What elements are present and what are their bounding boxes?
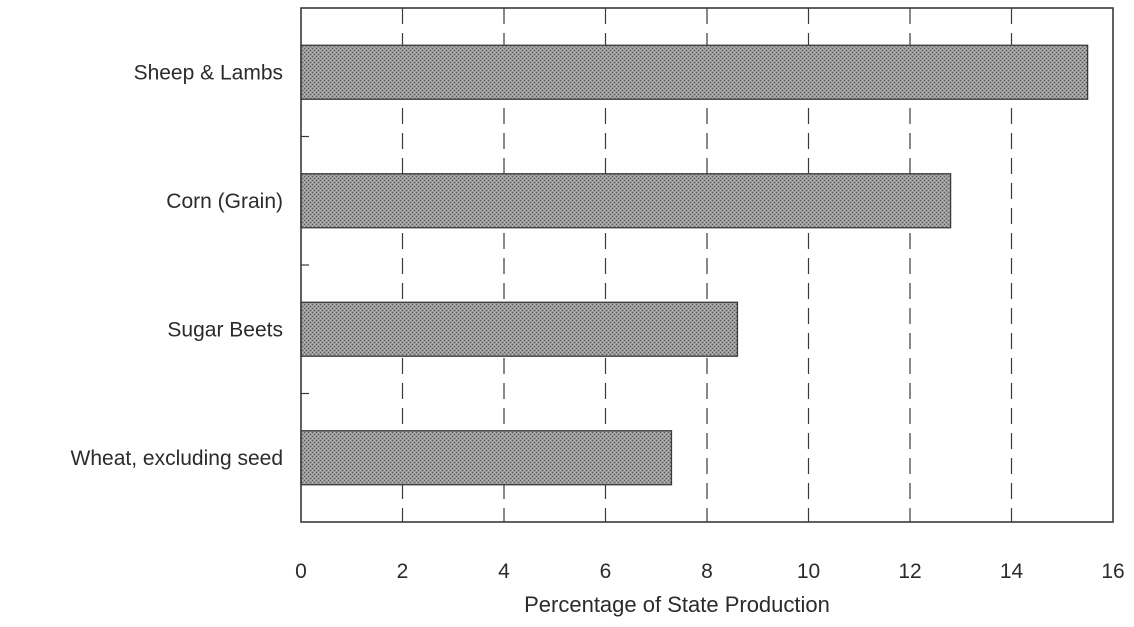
bar <box>300 430 673 486</box>
x-tick-labels: 0 2 4 6 8 10 12 14 16 <box>295 560 1125 583</box>
x-tick-label: 8 <box>701 560 713 583</box>
x-tick-label: 14 <box>1000 560 1024 583</box>
x-axis-title: Percentage of State Production <box>524 592 830 617</box>
x-tick-label: 2 <box>397 560 409 583</box>
bar <box>300 44 1089 100</box>
x-tick-label: 0 <box>295 560 307 583</box>
category-label: Sugar Beets <box>167 318 283 341</box>
x-tick-label: 6 <box>600 560 612 583</box>
y-ticks <box>301 135 309 395</box>
bars <box>300 44 1089 486</box>
x-tick-label: 10 <box>797 560 820 583</box>
category-label: Sheep & Lambs <box>134 61 283 84</box>
bar <box>300 173 952 229</box>
category-label: Corn (Grain) <box>166 190 283 213</box>
x-tick-label: 12 <box>898 560 921 583</box>
x-tick-label: 4 <box>498 560 510 583</box>
bar <box>300 301 739 357</box>
x-tick-label: 16 <box>1101 560 1124 583</box>
category-labels: Sheep & Lambs Corn (Grain) Sugar Beets Whea… <box>71 61 283 470</box>
category-label: Wheat, excluding seed <box>71 447 283 470</box>
